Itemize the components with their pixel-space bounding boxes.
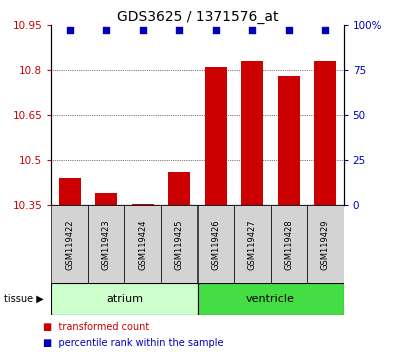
Bar xyxy=(314,61,336,205)
Text: ■  transformed count: ■ transformed count xyxy=(43,322,150,332)
Text: GSM119422: GSM119422 xyxy=(65,219,74,269)
Bar xyxy=(307,205,344,283)
Bar xyxy=(198,205,234,283)
Bar xyxy=(95,193,117,205)
Text: GSM119423: GSM119423 xyxy=(102,219,111,270)
Point xyxy=(103,27,109,33)
Point xyxy=(176,27,182,33)
Point xyxy=(249,27,256,33)
Bar xyxy=(198,283,344,315)
Bar xyxy=(88,205,124,283)
Bar xyxy=(59,178,81,205)
Bar xyxy=(234,205,271,283)
Text: GSM119427: GSM119427 xyxy=(248,219,257,270)
Text: GSM119425: GSM119425 xyxy=(175,219,184,269)
Point xyxy=(286,27,292,33)
Text: GSM119424: GSM119424 xyxy=(138,219,147,269)
Bar xyxy=(51,283,198,315)
Text: atrium: atrium xyxy=(106,294,143,304)
Point xyxy=(213,27,219,33)
Point xyxy=(139,27,146,33)
Bar xyxy=(132,204,154,205)
Text: tissue ▶: tissue ▶ xyxy=(4,294,44,304)
Text: GSM119426: GSM119426 xyxy=(211,219,220,270)
Bar xyxy=(124,205,161,283)
Point xyxy=(322,27,329,33)
Bar xyxy=(168,172,190,205)
Bar xyxy=(205,67,227,205)
Bar xyxy=(278,76,300,205)
Text: ventricle: ventricle xyxy=(246,294,295,304)
Text: GSM119429: GSM119429 xyxy=(321,219,330,269)
Title: GDS3625 / 1371576_at: GDS3625 / 1371576_at xyxy=(117,10,278,24)
Bar xyxy=(51,205,88,283)
Bar xyxy=(161,205,198,283)
Bar xyxy=(271,205,307,283)
Point xyxy=(66,27,73,33)
Bar xyxy=(241,61,263,205)
Text: GSM119428: GSM119428 xyxy=(284,219,293,270)
Text: ■  percentile rank within the sample: ■ percentile rank within the sample xyxy=(43,338,224,348)
